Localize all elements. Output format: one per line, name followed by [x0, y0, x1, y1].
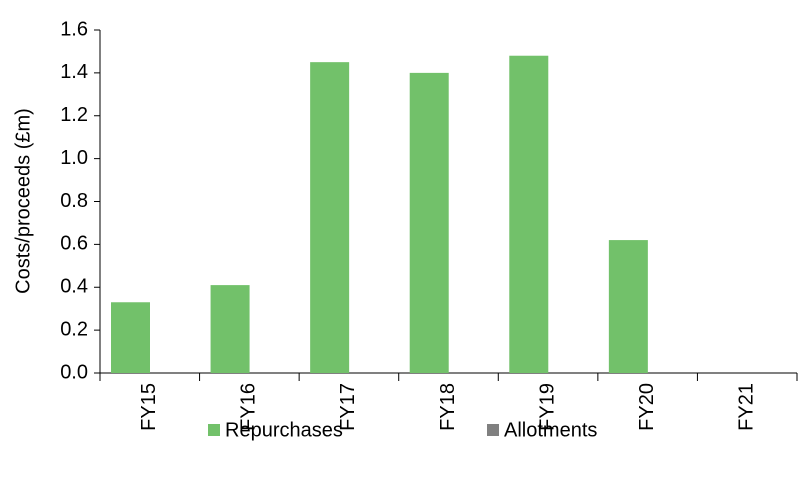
bar	[509, 55, 549, 373]
legend-swatch	[208, 424, 220, 436]
x-tick-label: FY17	[337, 383, 359, 431]
y-tick-label: 1.2	[60, 104, 88, 126]
y-axis-label: Costs/proceeds (£m)	[12, 108, 34, 294]
x-tick-label: FY15	[138, 383, 160, 431]
bar	[409, 72, 449, 373]
y-tick-label: 0.4	[60, 276, 88, 298]
y-tick-label: 0.0	[60, 361, 88, 383]
y-tick-label: 1.6	[60, 18, 88, 40]
legend-label: Allotments	[504, 419, 597, 441]
y-tick-label: 0.6	[60, 233, 88, 255]
bar	[111, 302, 150, 373]
x-tick-label: FY18	[437, 383, 459, 431]
x-tick-label: FY16	[238, 383, 260, 431]
x-tick-label: FY19	[536, 383, 558, 431]
x-tick-label: FY20	[636, 383, 658, 431]
x-tick-label: FY21	[735, 383, 757, 431]
legend-label: Repurchases	[225, 419, 343, 441]
y-tick-label: 0.8	[60, 190, 88, 212]
bar	[210, 285, 250, 373]
legend-swatch	[487, 424, 499, 436]
bar	[310, 62, 350, 373]
y-tick-label: 1.0	[60, 147, 88, 169]
y-tick-label: 0.2	[60, 318, 88, 340]
bar	[608, 240, 648, 373]
y-tick-label: 1.4	[60, 61, 88, 83]
